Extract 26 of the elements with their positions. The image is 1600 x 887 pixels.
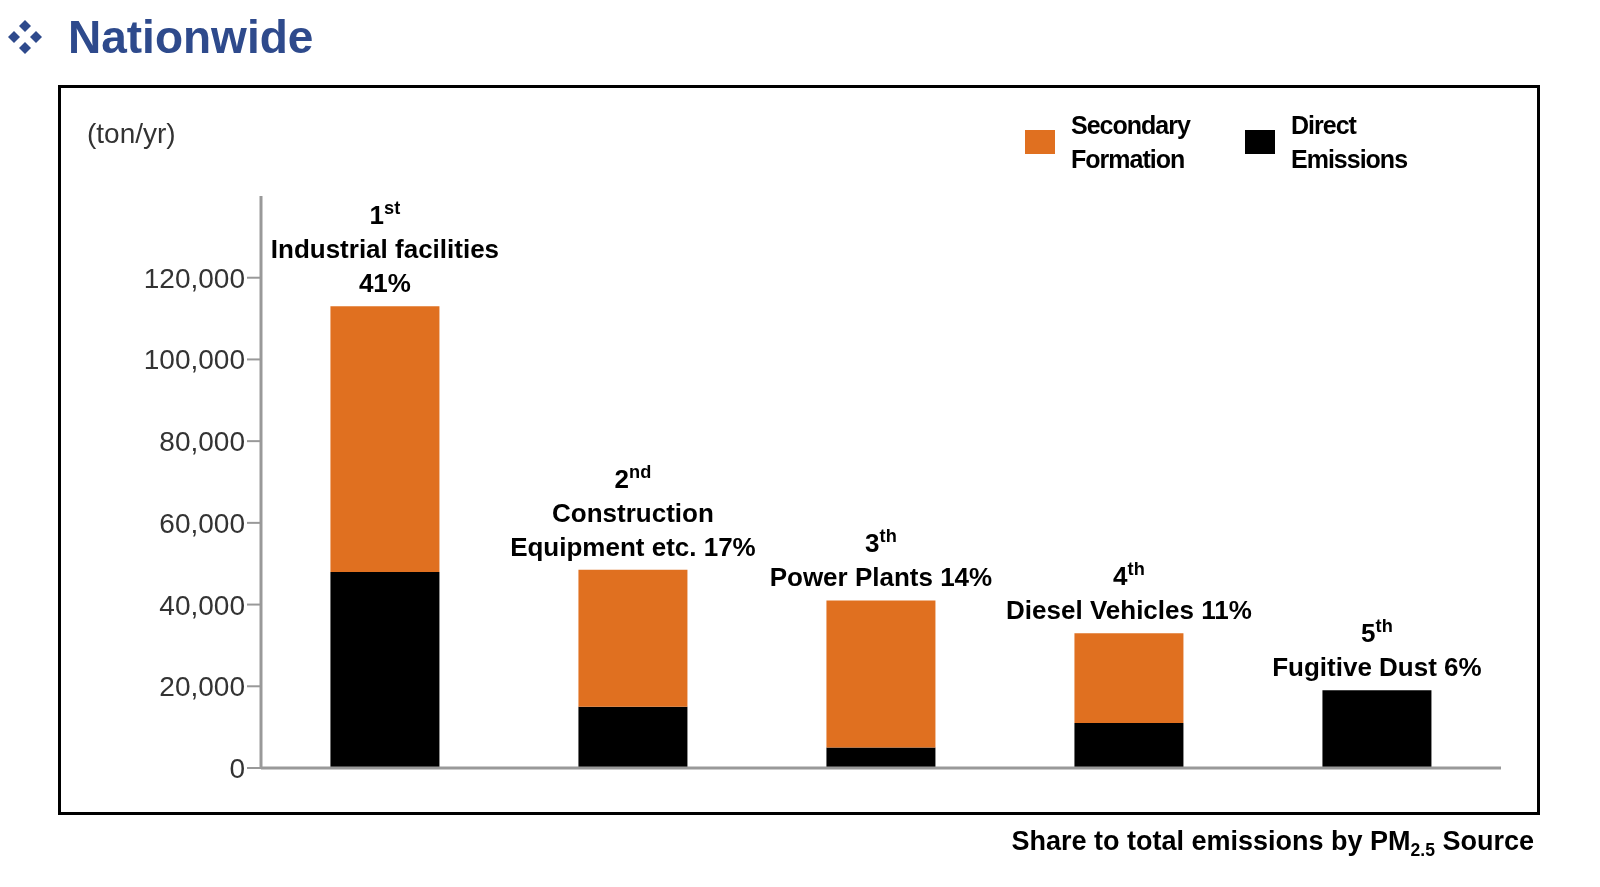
y-tick-label: 60,000: [159, 507, 245, 539]
y-axis-title: (ton/yr): [87, 118, 176, 150]
bar: [826, 747, 936, 768]
bar: [1074, 723, 1184, 768]
chart-title: Nationwide: [68, 10, 314, 64]
legend-label: Direct Emissions: [1291, 110, 1409, 175]
bar: [578, 706, 688, 768]
y-tick-label: 80,000: [159, 426, 245, 458]
bar: [330, 571, 440, 768]
y-tick-label: 120,000: [143, 262, 245, 294]
annotation: 2$^{nd}$ Construction Equipment etc. 17%: [510, 461, 756, 562]
y-tick-label: 0: [229, 752, 245, 784]
annotation: 5$^{th}$ Fugitive Dust 6%: [1272, 616, 1482, 683]
bar: [1074, 633, 1184, 724]
bar: [826, 600, 936, 748]
annotation: 4$^{th}$ Diesel Vehicles 11%: [1006, 559, 1252, 626]
annotation: 3$^{th}$ Power Plants 14%: [769, 526, 993, 593]
bar: [330, 306, 440, 572]
y-tick-label: 40,000: [159, 589, 245, 621]
bar: [578, 569, 688, 707]
legend-label: Secondary Formation: [1071, 110, 1192, 175]
annotation: 1$^{st}$ Industrial facilities 41%: [270, 198, 500, 299]
y-tick-label: 20,000: [159, 671, 245, 703]
text: Share to total emissions by PM$_{2.5}$ Source: [1011, 826, 1534, 861]
bar: [1322, 690, 1432, 768]
y-tick-label: 100,000: [143, 344, 245, 376]
